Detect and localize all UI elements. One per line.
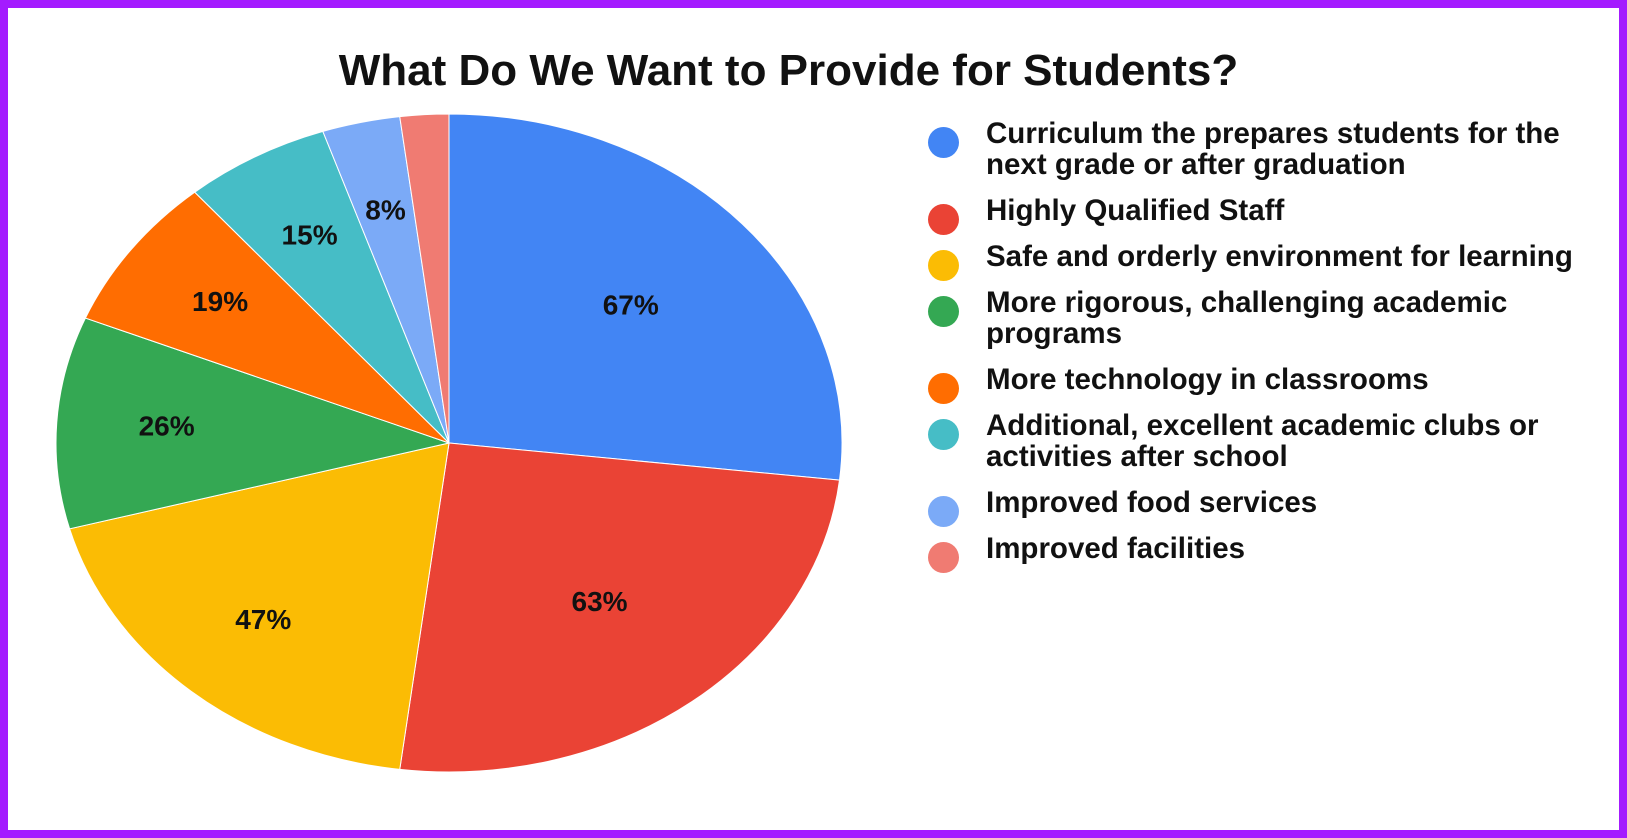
legend-swatch [928,204,959,235]
legend-item-7: Improved food services [928,486,1618,527]
pie-slice-6 [193,130,450,444]
legend-swatch [928,542,959,573]
legend-item-6: Additional, excellent academic clubs or … [928,410,1618,472]
chart-title: What Do We Want to Provide for Students? [8,46,1619,96]
legend-swatch [928,373,959,404]
legend-label: Safe and orderly environment for learnin… [986,240,1573,273]
chart-legend: Curriculum the prepares students for the… [928,118,1618,579]
pie-slice-1 [448,113,843,481]
slice-label-3: 47% [235,604,291,635]
chart-title-text: What Do We Want to Provide for Students? [338,46,1239,95]
legend-label: Additional, excellent academic clubs or … [986,409,1539,473]
pie-slice-2 [399,442,841,773]
legend-item-5: More technology in classrooms [928,363,1618,404]
legend-label: Curriculum the prepares students for the… [986,117,1560,181]
legend-swatch [928,496,959,527]
pie-slice-8 [399,113,450,444]
slice-label-4: 26% [139,411,195,442]
legend-item-2: Highly Qualified Staff [928,194,1618,235]
legend-item-8: Improved facilities [928,532,1618,573]
legend-label: Improved facilities [986,532,1246,565]
pie-chart: 67% 63% 47% 26% 19% 15% 8% [55,113,843,773]
legend-label: Improved food services [986,486,1318,519]
pie-slice-5 [84,191,450,444]
slice-label-2: 63% [572,586,628,617]
pie-slice-3 [68,442,450,770]
slice-label-1: 67% [603,290,659,321]
legend-swatch [928,296,959,327]
slice-label-5: 19% [192,286,248,317]
legend-item-4: More rigorous, challenging academic prog… [928,287,1618,349]
legend-swatch [928,250,959,281]
legend-item-1: Curriculum the prepares students for the… [928,118,1618,180]
legend-swatch [928,127,959,158]
legend-label: Highly Qualified Staff [986,194,1285,227]
legend-swatch [928,419,959,450]
pie-slice-4 [55,317,451,530]
legend-item-3: Safe and orderly environment for learnin… [928,240,1618,281]
slice-label-6: 15% [282,219,338,250]
chart-frame: What Do We Want to Provide for Students?… [8,8,1619,830]
slice-label-7: 8% [365,195,406,226]
legend-label: More rigorous, challenging academic prog… [986,286,1508,350]
legend-label: More technology in classrooms [986,363,1429,396]
